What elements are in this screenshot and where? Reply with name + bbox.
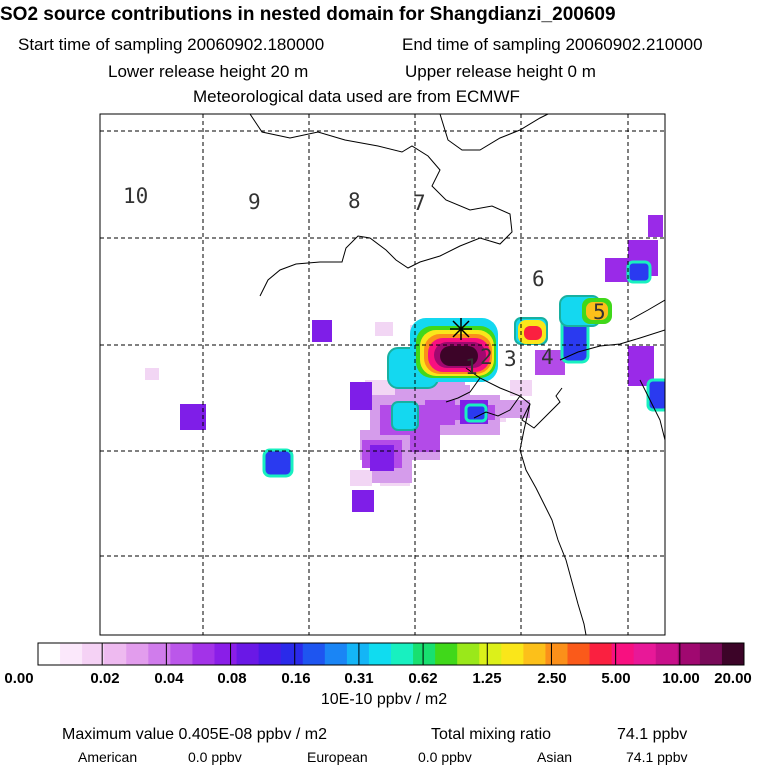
colorbar-swatch <box>523 643 546 665</box>
colorbar-swatch <box>567 643 591 665</box>
colorbar-swatch <box>435 643 458 665</box>
colorbar-swatch <box>479 643 502 665</box>
colorbar-tick-label: 0.00 <box>4 670 34 687</box>
colorbar-tick-label: 10.00 <box>662 670 700 687</box>
european-label: European <box>307 749 368 765</box>
plume-layer <box>145 215 665 512</box>
colorbar-tick-label: 0.02 <box>90 670 120 687</box>
end-time-label: End time of sampling 20060902.210000 <box>402 35 703 54</box>
colorbar-swatch <box>280 643 304 665</box>
colorbar-swatch <box>82 643 105 665</box>
asian-label: Asian <box>537 749 573 765</box>
american-value: 0.0 ppbv <box>188 749 242 765</box>
region-label-6: 6 <box>532 267 545 291</box>
american-label: American <box>78 749 138 765</box>
east-hotspot <box>518 298 612 344</box>
colorbar-swatch <box>611 643 635 665</box>
region-label-1: 1 <box>465 355 478 379</box>
colorbar-swatch <box>677 643 701 665</box>
colorbar-swatch <box>324 643 348 665</box>
colorbar-swatch <box>302 643 326 665</box>
region-label-9: 9 <box>248 190 261 214</box>
colorbar-swatch <box>214 643 238 665</box>
region-label-10: 10 <box>123 184 148 208</box>
region-label-8: 8 <box>348 189 361 213</box>
colorbar-swatch <box>38 643 61 665</box>
colorbar-swatch <box>457 643 480 665</box>
colorbar-tick-label: 0.16 <box>281 670 311 687</box>
colorbar-tick-label: 0.31 <box>344 670 374 687</box>
far-east-purples <box>605 215 663 386</box>
colorbar-tick-label: 0.04 <box>154 670 184 687</box>
total-mixing-label: Total mixing ratio <box>431 726 552 743</box>
total-mixing-value: 74.1 ppbv <box>617 726 688 743</box>
chart-title: SO2 source contributions in nested domai… <box>0 4 616 25</box>
region-label-4: 4 <box>541 345 554 369</box>
colorbar-tick-label: 20.00 <box>714 670 752 687</box>
colorbar-frame <box>37 642 745 666</box>
colorbar-swatch <box>545 643 568 665</box>
region-labels: 10 9 8 7 6 5 4 3 2 1 <box>123 184 606 379</box>
colorbar-swatch <box>391 643 414 665</box>
colorbar-tick-label: 0.62 <box>408 670 438 687</box>
colorbar-swatch <box>721 643 745 665</box>
colorbar-swatch <box>633 643 657 665</box>
colorbar-swatch <box>148 643 171 665</box>
colorbar <box>37 642 745 666</box>
colorbar-swatch <box>413 643 436 665</box>
region-label-5: 5 <box>593 300 606 324</box>
colorbar-tick-label: 2.50 <box>537 670 567 687</box>
main-plume <box>410 318 498 382</box>
colorbar-swatch <box>699 643 723 665</box>
colorbar-swatch <box>655 643 679 665</box>
lower-release-label: Lower release height 20 m <box>108 62 309 81</box>
colorbar-tick-label: 0.08 <box>217 670 247 687</box>
colorbar-swatch <box>192 643 215 665</box>
grid <box>100 114 665 635</box>
colorbar-swatch <box>104 643 127 665</box>
colorbar-tick-label: 5.00 <box>601 670 631 687</box>
upper-release-label: Upper release height 0 m <box>405 62 596 81</box>
receptor-star-icon <box>450 318 472 340</box>
colorbar-swatch <box>236 643 260 665</box>
colorbar-swatch <box>258 643 282 665</box>
colorbar-swatch <box>589 643 613 665</box>
region-label-3: 3 <box>504 347 517 371</box>
colorbar-swatch <box>368 643 392 665</box>
coastlines <box>249 114 665 635</box>
region-label-2: 2 <box>480 345 493 369</box>
colorbar-swatch <box>346 643 370 665</box>
met-data-label: Meteorological data used are from ECMWF <box>193 87 520 106</box>
max-value-label: Maximum value 0.405E-08 ppbv / m2 <box>62 726 328 743</box>
colorbar-tick-label: 1.25 <box>472 670 502 687</box>
region-label-7: 7 <box>413 191 426 215</box>
map-frame <box>99 113 666 636</box>
european-value: 0.0 ppbv <box>418 749 472 765</box>
colorbar-swatch <box>501 643 524 665</box>
start-time-label: Start time of sampling 20060902.180000 <box>18 35 325 54</box>
colorbar-swatch <box>60 643 83 665</box>
asian-value: 74.1 ppbv <box>626 749 688 765</box>
colorbar-unit-label: 10E-10 ppbv / m2 <box>320 691 448 708</box>
colorbar-swatch <box>170 643 193 665</box>
colorbar-swatch <box>126 643 149 665</box>
